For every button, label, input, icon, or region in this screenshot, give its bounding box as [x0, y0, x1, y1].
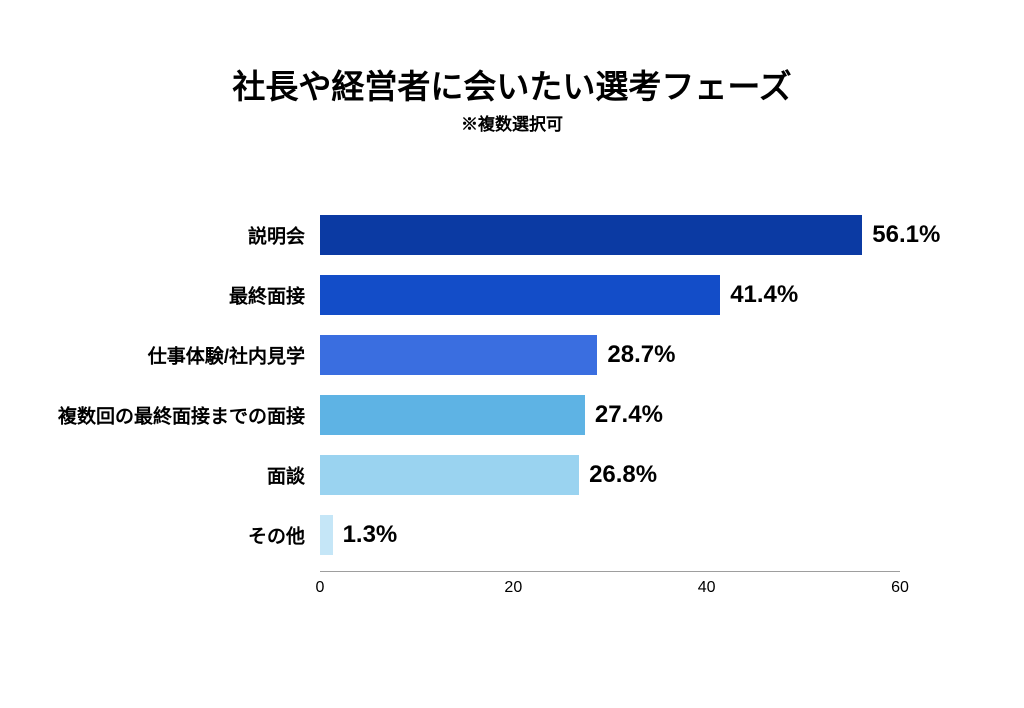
bar-row: 説明会56.1% — [320, 205, 900, 265]
bar-category-label: 複数回の最終面接までの面接 — [58, 402, 305, 429]
x-axis-line — [320, 571, 900, 572]
bar-row: 複数回の最終面接までの面接27.4% — [320, 385, 900, 445]
bar-value-label: 56.1% — [872, 221, 940, 249]
bar — [320, 395, 585, 435]
x-tick-label: 40 — [698, 579, 716, 597]
chart-container: 社長や経営者に会いたい選考フェーズ ※複数選択可 説明会56.1%最終面接41.… — [0, 0, 1024, 708]
bar-value-label: 28.7% — [607, 341, 675, 369]
bar — [320, 455, 579, 495]
bar — [320, 335, 597, 375]
bar-row: 仕事体験/社内見学28.7% — [320, 325, 900, 385]
bar-value-label: 27.4% — [595, 401, 663, 429]
bar-row: その他1.3% — [320, 505, 900, 565]
bar-category-label: その他 — [248, 522, 305, 549]
bar-value-label: 1.3% — [343, 521, 398, 549]
bar-value-label: 26.8% — [589, 461, 657, 489]
x-tick-label: 0 — [316, 579, 325, 597]
bar-value-label: 41.4% — [730, 281, 798, 309]
bar-row: 最終面接41.4% — [320, 265, 900, 325]
bar-row: 面談26.8% — [320, 445, 900, 505]
bar-category-label: 最終面接 — [229, 282, 305, 309]
bar — [320, 515, 333, 555]
chart-subtitle: ※複数選択可 — [0, 110, 1024, 135]
x-tick-label: 20 — [504, 579, 522, 597]
x-tick-label: 60 — [891, 579, 909, 597]
bar-category-label: 説明会 — [248, 222, 305, 249]
bar — [320, 215, 862, 255]
bar-category-label: 面談 — [267, 462, 305, 489]
chart-title: 社長や経営者に会いたい選考フェーズ — [0, 0, 1024, 108]
plot-area: 説明会56.1%最終面接41.4%仕事体験/社内見学28.7%複数回の最終面接ま… — [320, 205, 900, 615]
bar-category-label: 仕事体験/社内見学 — [148, 342, 305, 369]
bar-group: 説明会56.1%最終面接41.4%仕事体験/社内見学28.7%複数回の最終面接ま… — [320, 205, 900, 565]
bar — [320, 275, 720, 315]
